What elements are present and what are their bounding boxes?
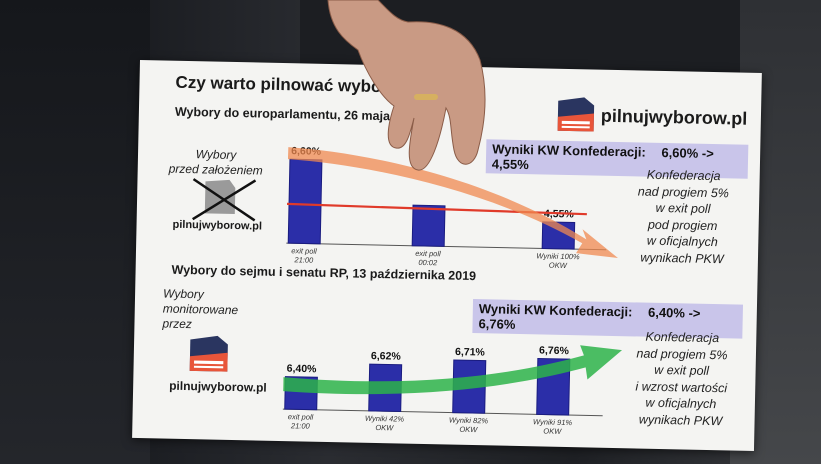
pilnujwyborow-logo-icon <box>557 97 595 132</box>
chart-category-label: 00:02 <box>418 258 438 267</box>
chart-category-label: Wyniki 82% <box>449 416 489 426</box>
chart-category-label: OKW <box>549 261 568 270</box>
chart-category-label: Wyniki 100% <box>536 251 580 261</box>
section2-logo-text: pilnujwyborow.pl <box>169 378 267 395</box>
chart-category-label: OKW <box>459 425 478 434</box>
crossed-logo-icon <box>192 178 257 222</box>
chart-bar <box>287 158 323 245</box>
section2-left-note: Wybory monitorowane przez <box>162 286 239 332</box>
protest-board: Czy warto pilnować wyborów? pilnujwyboro… <box>132 60 762 451</box>
chart-category-label: exit poll <box>288 412 314 422</box>
trend-arrow-up <box>283 345 623 395</box>
section2-right-note: Konfederacja nad progiem 5% w exit poll … <box>635 329 728 428</box>
chart-data-label: 6,62% <box>371 350 402 363</box>
chart-category-label: 21:00 <box>290 421 311 430</box>
person-suit-left <box>0 0 150 464</box>
section1-left-note: Wybory przed założeniem <box>168 147 263 178</box>
chart-data-label: 6,76% <box>539 345 570 358</box>
chart-category-label: Wyniki 91% <box>533 417 573 427</box>
chart-category-label: Wyniki 42% <box>365 414 405 424</box>
chart-category-label: exit poll <box>291 246 317 256</box>
pilnujwyborow-small-logo-icon <box>189 335 228 372</box>
section1-crossed-logo-text: pilnujwyborow.pl <box>172 218 263 233</box>
chart-category-label: 21:00 <box>293 255 314 264</box>
chart-category-label: exit poll <box>415 249 441 259</box>
chart-category-label: OKW <box>375 423 394 432</box>
chart-data-label: 6,71% <box>455 346 486 359</box>
trend-arrow-down <box>287 147 618 259</box>
chart-bar <box>411 204 446 247</box>
logo-text: pilnujwyborow.pl <box>600 105 748 129</box>
hand-icon <box>327 0 486 171</box>
section1-right-note: Konfederacja nad progiem 5% w exit poll … <box>637 167 730 266</box>
chart-category-label: OKW <box>543 427 562 436</box>
chart-data-label: 6,40% <box>287 363 318 376</box>
